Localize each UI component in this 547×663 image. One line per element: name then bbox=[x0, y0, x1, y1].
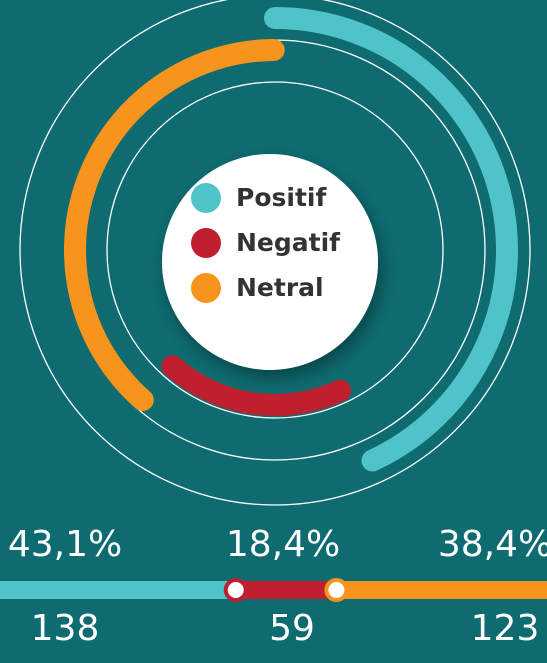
legend-swatch bbox=[191, 228, 221, 258]
count-label: 138 bbox=[31, 608, 100, 649]
percent-label: 18,4% bbox=[226, 524, 340, 565]
ring bbox=[106, 81, 444, 419]
percent-label: 38,4% bbox=[438, 524, 547, 565]
arc-bar bbox=[64, 39, 285, 412]
share-bar bbox=[336, 581, 547, 599]
percent-label: 43,1% bbox=[8, 524, 122, 565]
legend-label: Netral bbox=[236, 273, 324, 302]
boundary-marker bbox=[324, 578, 349, 602]
ring bbox=[19, 0, 531, 506]
share-bar bbox=[235, 581, 337, 599]
arc-bar bbox=[161, 355, 352, 416]
legend-swatch bbox=[191, 183, 221, 213]
share-bar bbox=[0, 581, 236, 599]
count-label: 123 bbox=[471, 608, 540, 649]
legend-swatch bbox=[191, 273, 221, 303]
boundary-marker bbox=[223, 578, 248, 602]
legend-label: Negatif bbox=[236, 228, 341, 257]
legend-label: Positif bbox=[236, 183, 327, 212]
arc-bar bbox=[264, 7, 518, 472]
count-label: 59 bbox=[269, 608, 315, 649]
